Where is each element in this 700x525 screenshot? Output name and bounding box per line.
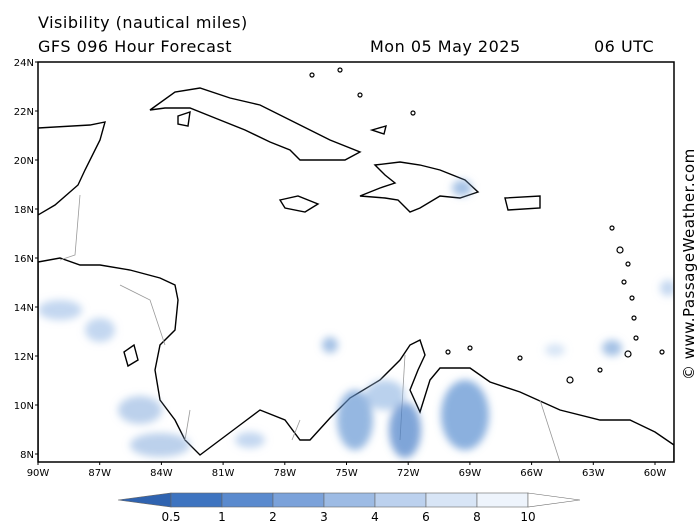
lat-label: 16N bbox=[14, 254, 34, 265]
model: GFS 096 Hour Forecast bbox=[38, 37, 232, 56]
colorbar-label: 4 bbox=[371, 510, 379, 524]
colorbar-label: 6 bbox=[422, 510, 430, 524]
colorbar-label: 10 bbox=[520, 510, 535, 524]
title: Visibility (nautical miles) bbox=[38, 13, 248, 32]
lat-label: 20N bbox=[14, 156, 34, 167]
lon-label: 87W bbox=[88, 468, 111, 479]
colorbar-label: 0.5 bbox=[161, 510, 180, 524]
lat-label: 24N bbox=[14, 58, 34, 69]
lon-label: 63W bbox=[582, 468, 605, 479]
lon-label: 66W bbox=[520, 468, 543, 479]
lat-label: 10N bbox=[14, 401, 34, 412]
lat-label: 8N bbox=[20, 450, 34, 461]
lon-label: 75W bbox=[335, 468, 358, 479]
lon-label: 78W bbox=[273, 468, 296, 479]
lat-label: 22N bbox=[14, 107, 34, 118]
colorbar bbox=[117, 492, 581, 508]
credit: © www.PassageWeather.com bbox=[680, 148, 698, 380]
lon-label: 84W bbox=[150, 468, 173, 479]
lat-label: 12N bbox=[14, 352, 34, 363]
lat-label: 14N bbox=[14, 303, 34, 314]
lon-label: 72W bbox=[397, 468, 420, 479]
map-area bbox=[38, 62, 674, 462]
lon-label: 60W bbox=[644, 468, 667, 479]
map-frame bbox=[37, 61, 675, 463]
colorbar-label: 3 bbox=[320, 510, 328, 524]
lat-label: 18N bbox=[14, 205, 34, 216]
time: 06 UTC bbox=[594, 37, 654, 56]
colorbar-label: 8 bbox=[473, 510, 481, 524]
lon-label: 90W bbox=[27, 468, 50, 479]
lon-label: 69W bbox=[459, 468, 482, 479]
visibility-shading bbox=[38, 180, 674, 458]
colorbar-label: 1 bbox=[218, 510, 226, 524]
colorbar-label: 2 bbox=[269, 510, 277, 524]
date: Mon 05 May 2025 bbox=[370, 37, 521, 56]
coastlines bbox=[38, 87, 674, 462]
islands bbox=[309, 67, 665, 384]
lon-label: 81W bbox=[212, 468, 235, 479]
